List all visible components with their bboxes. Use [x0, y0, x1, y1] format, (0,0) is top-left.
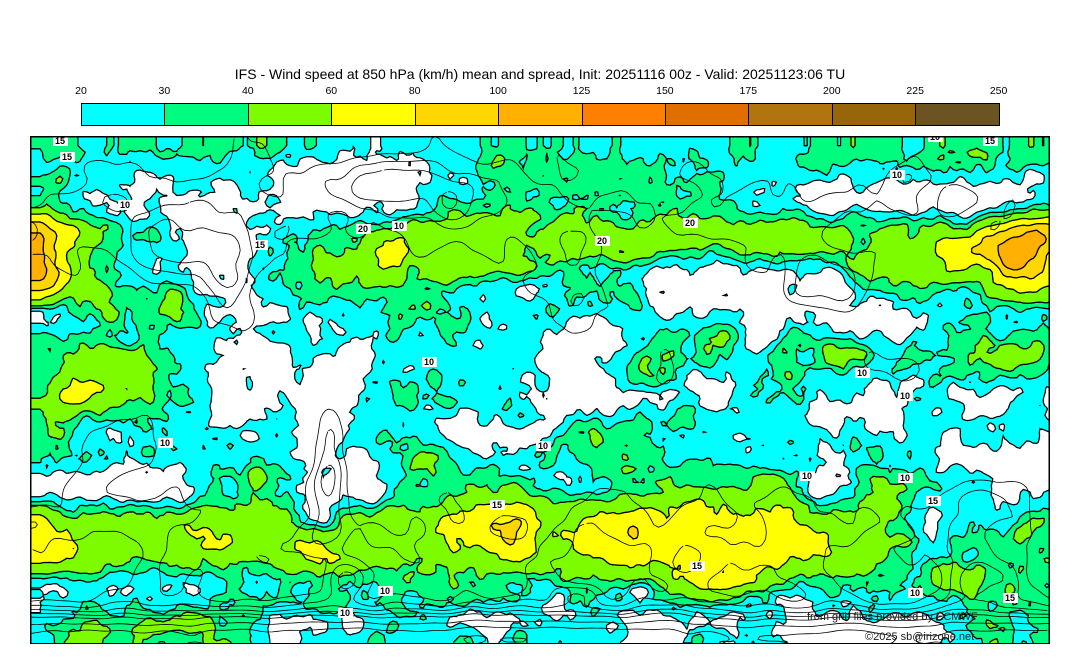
svg-text:15: 15: [255, 240, 265, 250]
svg-text:10: 10: [892, 170, 902, 180]
svg-text:10: 10: [120, 200, 130, 210]
svg-text:10: 10: [900, 391, 910, 401]
svg-text:20: 20: [358, 224, 368, 234]
svg-text:10: 10: [394, 221, 404, 231]
svg-text:15: 15: [62, 152, 72, 162]
svg-text:10: 10: [910, 588, 920, 598]
svg-text:10: 10: [380, 586, 390, 596]
svg-text:15: 15: [928, 496, 938, 506]
svg-text:20: 20: [597, 236, 607, 246]
svg-text:15: 15: [1005, 593, 1015, 603]
svg-text:15: 15: [492, 500, 502, 510]
svg-text:10: 10: [857, 368, 867, 378]
svg-text:10: 10: [424, 357, 434, 367]
svg-text:10: 10: [900, 473, 910, 483]
svg-text:20: 20: [685, 218, 695, 228]
svg-text:10: 10: [340, 608, 350, 618]
svg-text:10: 10: [160, 438, 170, 448]
svg-text:10: 10: [802, 471, 812, 481]
svg-text:15: 15: [985, 136, 995, 146]
svg-text:10: 10: [538, 441, 548, 451]
svg-text:15: 15: [692, 561, 702, 571]
svg-text:15: 15: [55, 136, 65, 146]
